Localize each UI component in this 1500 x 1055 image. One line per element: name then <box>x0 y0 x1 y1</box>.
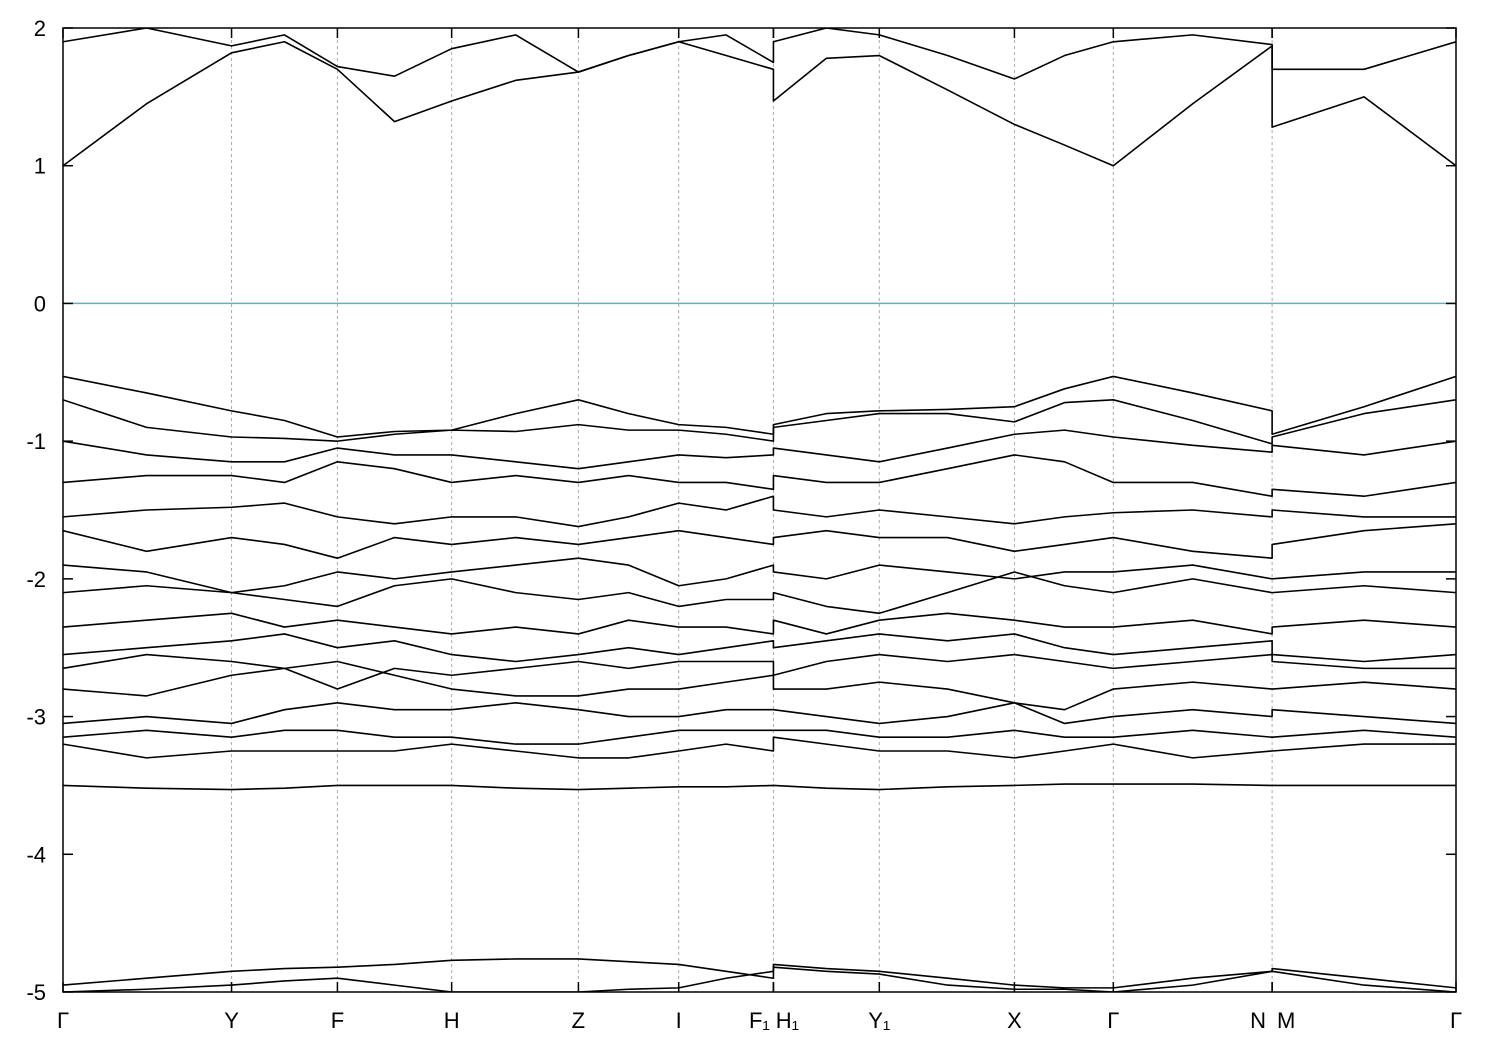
y-tick-label: -1 <box>26 429 46 454</box>
x-tick-label: Γ <box>57 1008 69 1033</box>
y-tick-label: 2 <box>34 16 46 41</box>
y-tick-label: -4 <box>26 842 46 867</box>
x-tick-label: Γ <box>1107 1008 1119 1033</box>
band <box>63 40 1456 167</box>
x-tick-label: M <box>1277 1008 1295 1033</box>
band <box>63 28 1456 80</box>
x-tick-label: Γ <box>1450 1008 1462 1033</box>
x-tick-label: Z <box>572 1008 585 1033</box>
x-tick-label: H₁ <box>776 1008 799 1033</box>
y-tick-label: 1 <box>34 154 46 179</box>
x-tick-label: F <box>331 1008 344 1033</box>
y-tick-label: -2 <box>26 567 46 592</box>
x-tick-label: H <box>444 1008 460 1033</box>
band <box>63 958 1456 989</box>
y-tick-label: -5 <box>26 980 46 1005</box>
band <box>63 653 1456 690</box>
bands <box>63 28 1456 992</box>
y-tick-label: -3 <box>26 705 46 730</box>
band <box>63 702 1456 725</box>
x-tick-label: Y₁ <box>868 1008 890 1033</box>
band <box>63 375 1456 438</box>
band <box>63 495 1456 528</box>
band <box>63 399 1456 445</box>
x-tick-label: Y <box>224 1008 239 1033</box>
x-tick-label: I <box>676 1008 682 1033</box>
x-tick-label: N <box>1250 1008 1266 1033</box>
axes: -5 -4 -3 -2 -1 0 1 2 Γ Y F H Z I F₁ H₁ Y₁ X Γ N M Γ <box>26 16 1462 1033</box>
band <box>63 736 1456 759</box>
grid <box>62 28 1457 992</box>
band <box>63 729 1456 745</box>
band <box>63 429 1456 470</box>
band <box>63 454 1456 498</box>
x-tick-label: F₁ <box>749 1008 770 1033</box>
band <box>63 783 1456 791</box>
band <box>63 612 1456 635</box>
plot-frame <box>62 27 1457 993</box>
band <box>63 522 1456 559</box>
band <box>63 571 1456 615</box>
band <box>63 557 1456 594</box>
x-tick-label: X <box>1007 1008 1022 1033</box>
band <box>63 633 1456 663</box>
band <box>63 966 1456 992</box>
band <box>63 660 1456 711</box>
y-tick-label: 0 <box>34 291 46 316</box>
